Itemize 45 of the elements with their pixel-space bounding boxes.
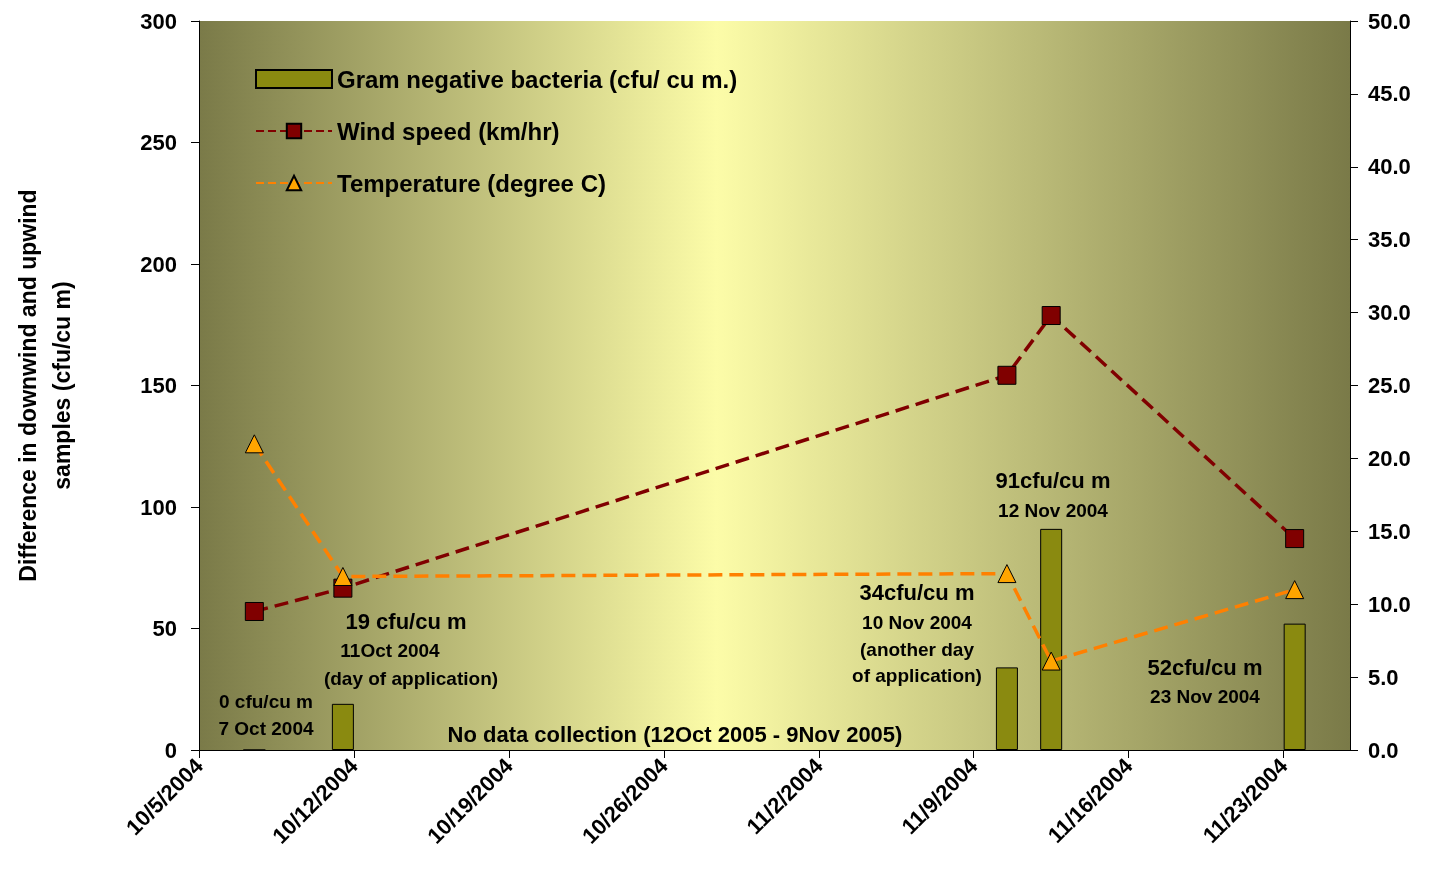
y2-tick-label: 20.0 [1368,445,1411,471]
annotation: No data collection (12Oct 2005 - 9Nov 2005) [447,721,903,747]
point [1041,306,1061,326]
y2-tick-label: 50.0 [1368,8,1411,34]
annotation: 91cfu/cu m [995,467,1111,493]
annotation: 0 cfu/cu m [219,690,313,712]
y2-tick-label: 10.0 [1368,591,1411,617]
annotation: 12 Nov 2004 [998,499,1109,521]
y-tick-label: 200 [140,251,177,277]
legend-label: Gram negative bacteria (cfu/ cu m.) [337,65,738,93]
annotation: 10 Nov 2004 [862,611,973,633]
y-tick-label: 150 [140,373,177,398]
y2-tick-label: 25.0 [1368,373,1411,398]
point [997,365,1017,385]
annotation: (another day [859,638,975,660]
y2-tick-label: 30.0 [1368,300,1411,326]
y2-tick-label: 15.0 [1368,518,1411,544]
annotation: 34cfu/cu m [859,579,975,605]
y2-tick-label: 35.0 [1368,227,1411,253]
y-tick-label: 50 [152,616,177,641]
annotation: of application) [852,664,982,686]
point [1041,651,1061,671]
y2-tick-label: 0.0 [1368,737,1399,763]
annotation: 19 cfu/cu m [345,608,467,634]
annotation: 11Oct 2004 [340,639,441,661]
legend-label: Wind speed (km/hr) [337,117,560,145]
point [244,601,264,621]
y2-tick-label: 5.0 [1368,664,1399,690]
legend-label: Temperature (degree C) [337,169,606,197]
point [244,434,264,454]
point [1285,580,1305,600]
y-tick-label: 300 [140,8,177,34]
y-axis-title: Difference in downwind and upwind samples (cfu/cu m) [15,189,75,582]
annotation: (day of application) [323,667,499,689]
annotation: 7 Oct 2004 [218,717,314,739]
y2-tick-label: 40.0 [1368,154,1411,180]
y2-tick-label: 45.0 [1368,81,1411,107]
point [997,564,1017,584]
y-tick-label: 0 [164,737,177,763]
y-tick-label: 250 [140,130,177,155]
annotation: 52cfu/cu m [1147,654,1263,680]
point [333,567,353,586]
annotation: 23 Nov 2004 [1150,685,1261,707]
point [1285,529,1305,549]
y-tick-label: 100 [140,494,177,520]
